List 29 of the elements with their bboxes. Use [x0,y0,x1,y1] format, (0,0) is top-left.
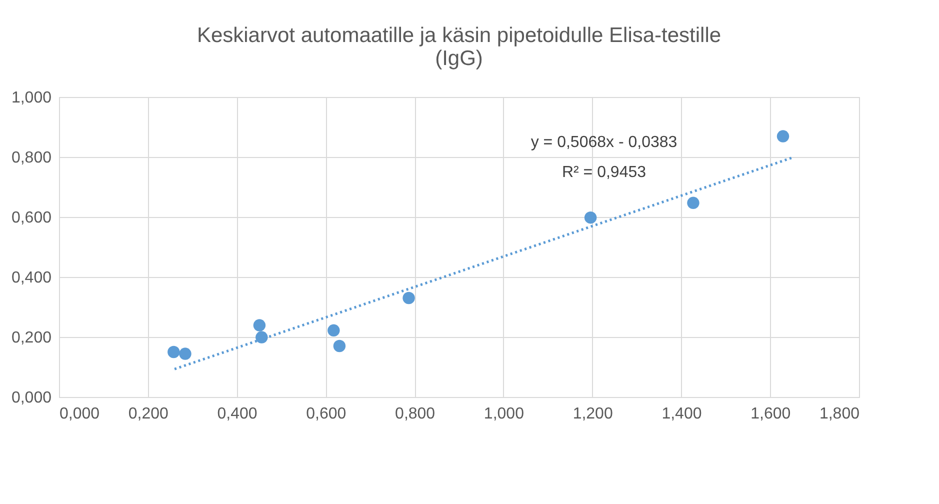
x-tick-label: 1,600 [750,406,791,422]
point [402,292,415,304]
x-tick-label: 0,000 [60,406,100,422]
y-tick-label: 0,600 [11,210,52,226]
y-tick-label: 1,000 [11,90,52,106]
y-tick-label: 0,400 [11,270,52,286]
point [776,130,790,142]
y-tick-label: 0,200 [11,330,52,346]
x-tick-label: 0,800 [395,406,436,422]
point [168,346,180,358]
y-tick-label: 0,800 [11,150,52,166]
point [687,196,700,210]
x-tick-label: 1,800 [819,406,860,422]
x-tick-label: 1,200 [572,406,613,422]
y-tick-label: 0,000 [11,390,52,406]
point [584,211,597,224]
point [179,348,192,360]
annotation: R² = 0,9453 [562,164,646,181]
x-tick-label: 0,600 [306,406,346,422]
x-tick-label: 1,000 [484,406,524,422]
point [328,324,340,337]
x-tick-label: 0,200 [128,406,169,422]
x-tick-label: 0,400 [217,406,258,422]
point [256,331,268,344]
point [253,319,266,332]
chart-title: Keskiarvot automaatille ja käsin pipetoidulle Elisa-testille (IgG) [196,24,722,70]
x-tick-label: 1,400 [662,406,702,422]
point [333,340,346,352]
annotation: y = 0,5068x - 0,0383 [530,134,678,151]
